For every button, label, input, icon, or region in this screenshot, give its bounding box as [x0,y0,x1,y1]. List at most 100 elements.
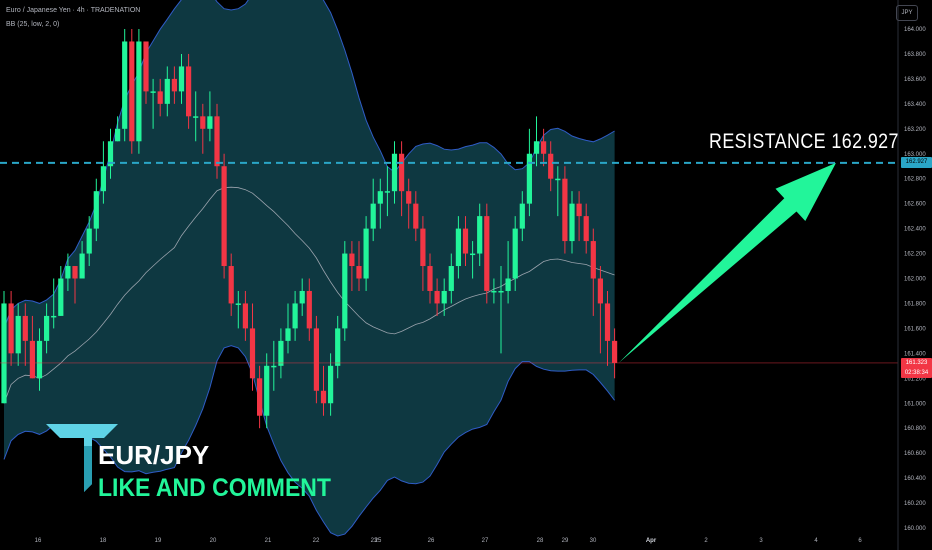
candle [164,66,170,117]
logo-stem [84,446,92,492]
time-tick-label: 25 [375,538,382,544]
candle-body [555,178,561,181]
candle-body [100,166,106,192]
candle [249,303,256,391]
candle-body [36,340,43,379]
target-arrow [618,162,836,363]
candle [299,278,305,316]
candle [541,128,547,167]
candle-body [8,303,14,354]
time-tick-label: 23 [371,538,378,544]
candle [264,353,270,429]
candle [65,253,71,291]
candle [22,303,28,366]
candle [590,228,596,316]
time-tick-label: 16 [35,538,42,544]
candle [313,315,319,404]
candle-body [505,278,511,291]
bollinger-middle-band [3,186,615,404]
candle [278,328,284,379]
candle-body [29,340,35,379]
candle-body [285,328,291,341]
candle-body [136,41,142,142]
candle-body [413,203,419,229]
candle [612,328,618,379]
time-tick-label: 3 [759,538,763,544]
candle [391,141,398,204]
candle-body [512,228,518,279]
candle [193,91,199,142]
bar-countdown: 02:38:34 [904,369,929,376]
candle-body [548,153,554,179]
candle-body [541,141,547,154]
candle-body [384,191,390,193]
price-tick-label: 161.800 [904,301,926,307]
candle-body [434,290,440,304]
bollinger-band-fill [4,0,615,536]
candlesticks [1,29,618,429]
candle [477,203,483,267]
candle-body [58,278,64,316]
candle [597,266,603,354]
indicator-label[interactable]: BB (25, low, 2, 0) [6,21,60,28]
brand-logo-icon [46,424,118,492]
candle-body [15,315,21,354]
time-tick-label: Apr [646,538,657,544]
candle-body [498,290,504,293]
candle [214,103,220,179]
logo-mark [46,424,118,492]
candle [342,241,348,341]
candle [434,278,440,316]
time-tick-label: 27 [482,538,489,544]
candle [51,278,57,329]
candle-body [72,266,78,279]
candle [200,103,206,154]
candle-body [533,141,540,154]
price-tick-label: 161.400 [904,351,926,357]
candle-body [200,116,206,129]
candle [86,216,92,267]
candle-body [214,116,220,167]
candle [1,290,7,404]
resistance-price-tag: 162.927 [901,157,932,169]
candle [533,116,540,167]
price-axis: 164.000 163.800 163.600 163.400 163.200 163.0… [904,27,926,532]
candle-body [292,303,298,329]
time-tick-label: 20 [210,538,217,544]
candle [207,91,213,142]
candle-body [526,153,532,204]
candle-body [569,203,575,242]
candle [292,290,298,341]
time-tick-label: 4 [814,538,818,544]
candle-body [335,328,341,366]
candle [36,328,43,391]
candle [576,191,582,242]
candle [455,216,461,279]
candle [171,66,177,104]
candle-body [597,278,603,304]
candle [228,253,234,316]
candle [150,78,156,129]
currency-scale-button[interactable]: JPY [896,5,918,21]
candle-body [193,116,199,118]
candle [399,141,405,217]
candle [519,191,525,242]
candle-body [299,290,305,304]
candle-body [391,153,398,192]
candle [427,253,433,304]
candle-body [349,253,355,267]
price-tick-label: 161.600 [904,326,926,332]
candle-body [406,191,412,204]
price-tick-label: 160.400 [904,476,926,482]
candle [186,53,192,129]
candle-body [221,166,227,267]
price-tick-label: 163.800 [904,52,926,58]
time-tick-label: 22 [313,538,320,544]
time-tick-label: 6 [858,538,862,544]
candle-body [519,203,525,229]
candle-body [328,365,334,404]
candle-body [356,266,362,279]
candle-body [455,228,461,267]
